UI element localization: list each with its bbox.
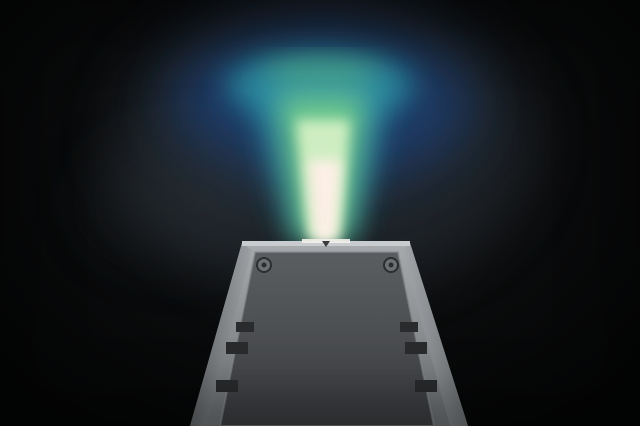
beam-core — [308, 160, 341, 242]
right-notch-3 — [415, 380, 437, 392]
device-face-plate — [220, 252, 434, 426]
device-left-rail — [190, 243, 252, 426]
right-notch-1 — [400, 322, 418, 332]
device-face-border — [218, 251, 436, 426]
right-notch-2 — [405, 342, 427, 354]
ambient-glow — [90, 140, 270, 260]
screw-left-center — [261, 262, 267, 268]
device-right-rail — [402, 243, 468, 426]
left-notch-2 — [226, 342, 248, 354]
screw-right-center — [388, 262, 394, 268]
left-notch-1 — [236, 322, 254, 332]
left-notch-3 — [216, 380, 238, 392]
emitter-notch — [322, 241, 330, 247]
